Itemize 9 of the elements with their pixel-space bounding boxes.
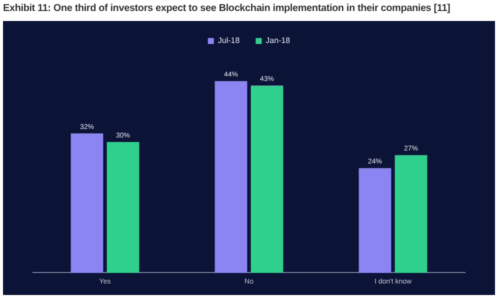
bar	[214, 81, 248, 273]
legend-label: Jan-18	[266, 36, 291, 46]
bar	[250, 85, 284, 273]
legend-label: Jul-18	[218, 36, 240, 46]
bar	[106, 142, 140, 273]
bar	[70, 133, 104, 273]
bar	[394, 155, 428, 273]
chart-title: Exhibit 11: One third of investors expect to see Blockchain implementation in their companies [11]	[3, 3, 450, 14]
bar	[358, 168, 392, 273]
